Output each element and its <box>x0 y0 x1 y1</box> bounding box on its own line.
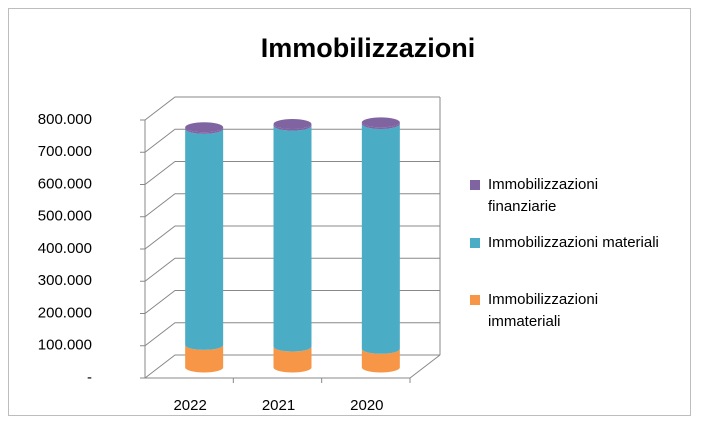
y-tick-label: 200.000 <box>38 304 92 321</box>
cylinder-segment <box>273 124 312 131</box>
grid-line <box>144 322 440 347</box>
cylinder-segment <box>185 344 224 373</box>
grid-line <box>144 161 440 185</box>
y-tick-label: 800.000 <box>38 111 92 128</box>
cylinder-segment <box>185 128 224 350</box>
y-tick-label: 600.000 <box>38 175 92 192</box>
x-tick-label: 2020 <box>350 397 383 414</box>
y-tick-label: 400.000 <box>38 240 92 257</box>
legend-label: Immobilizzazioni materiali <box>488 234 659 251</box>
chart-frame <box>8 8 691 416</box>
cylinder-cap <box>361 117 400 128</box>
y-tick-label: 300.000 <box>38 272 92 289</box>
cylinder-segment <box>273 346 312 373</box>
grid-line <box>144 128 440 153</box>
cylinder-cap <box>185 122 224 133</box>
legend-label: Immobilizzazioni immateriali <box>488 291 598 330</box>
grid-line <box>144 354 440 379</box>
cylinder-segment <box>185 127 224 134</box>
y-tick-label: 700.000 <box>38 143 92 160</box>
legend-swatch <box>470 238 480 248</box>
grid-line <box>144 290 440 314</box>
legend-swatch <box>470 295 480 305</box>
legend-swatch <box>470 180 480 190</box>
legend-label: Immobilizzazioni finanziarie <box>488 176 598 215</box>
y-tick-label: 500.000 <box>38 208 92 225</box>
x-tick-label: 2022 <box>173 397 206 414</box>
grid-line <box>144 96 440 121</box>
grid-line <box>144 257 440 282</box>
cylinder-segment <box>361 124 400 354</box>
cylinder-cap <box>273 119 312 130</box>
cylinder-segment <box>361 122 400 130</box>
x-tick-label: 2021 <box>262 397 295 414</box>
grid-line <box>144 193 440 218</box>
grid-line <box>144 225 440 250</box>
cylinder-segment <box>273 125 312 352</box>
y-tick-label: 100.000 <box>38 337 92 354</box>
chart-title: Immobilizzazioni <box>261 33 476 63</box>
y-tick-label: - <box>87 369 92 386</box>
cylinder-segment <box>361 348 400 373</box>
